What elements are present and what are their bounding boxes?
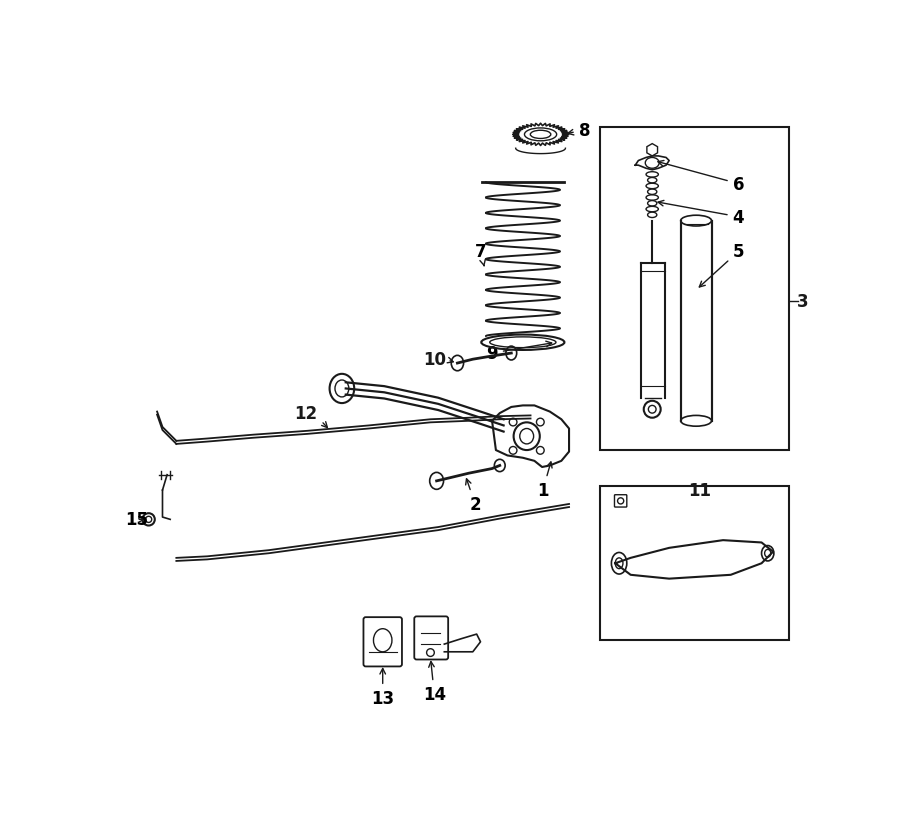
Polygon shape bbox=[635, 156, 670, 170]
Text: 13: 13 bbox=[371, 668, 394, 707]
Text: 3: 3 bbox=[796, 293, 808, 311]
Text: 4: 4 bbox=[658, 201, 744, 227]
Text: 10: 10 bbox=[423, 351, 446, 369]
Text: 1: 1 bbox=[537, 463, 552, 500]
FancyBboxPatch shape bbox=[414, 617, 448, 659]
Text: 9: 9 bbox=[486, 342, 552, 363]
Text: 2: 2 bbox=[465, 479, 481, 514]
Text: 5: 5 bbox=[699, 243, 744, 287]
Bar bbox=[600, 128, 788, 450]
Text: 6: 6 bbox=[658, 161, 744, 193]
Polygon shape bbox=[680, 221, 712, 421]
Text: 8: 8 bbox=[568, 121, 590, 139]
Text: 7: 7 bbox=[474, 243, 486, 267]
Text: 15: 15 bbox=[125, 511, 148, 529]
Text: 14: 14 bbox=[423, 662, 446, 704]
Text: 12: 12 bbox=[294, 405, 318, 423]
Polygon shape bbox=[616, 541, 773, 579]
Bar bbox=[600, 486, 788, 640]
FancyBboxPatch shape bbox=[364, 618, 402, 667]
Text: 11: 11 bbox=[688, 482, 712, 500]
Polygon shape bbox=[492, 406, 569, 468]
FancyBboxPatch shape bbox=[615, 495, 626, 508]
Polygon shape bbox=[445, 635, 481, 652]
